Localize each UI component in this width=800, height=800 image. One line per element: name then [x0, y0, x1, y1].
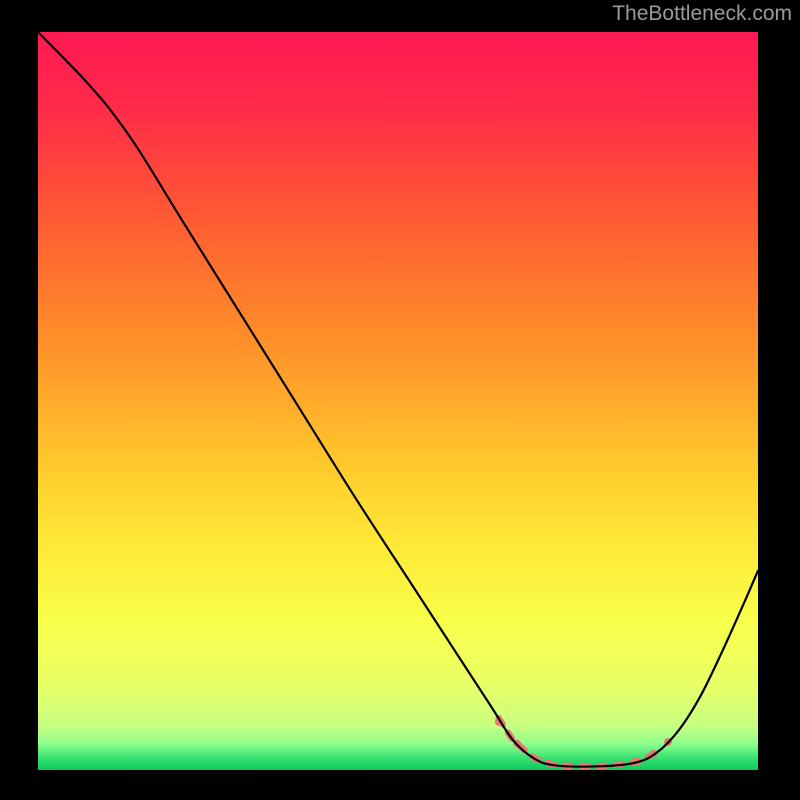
chart-stage: TheBottleneck.com: [0, 0, 800, 800]
plot-svg: [38, 32, 758, 770]
watermark-label: TheBottleneck.com: [612, 2, 792, 26]
gradient-background: [38, 32, 758, 770]
plot-area: [38, 32, 758, 770]
